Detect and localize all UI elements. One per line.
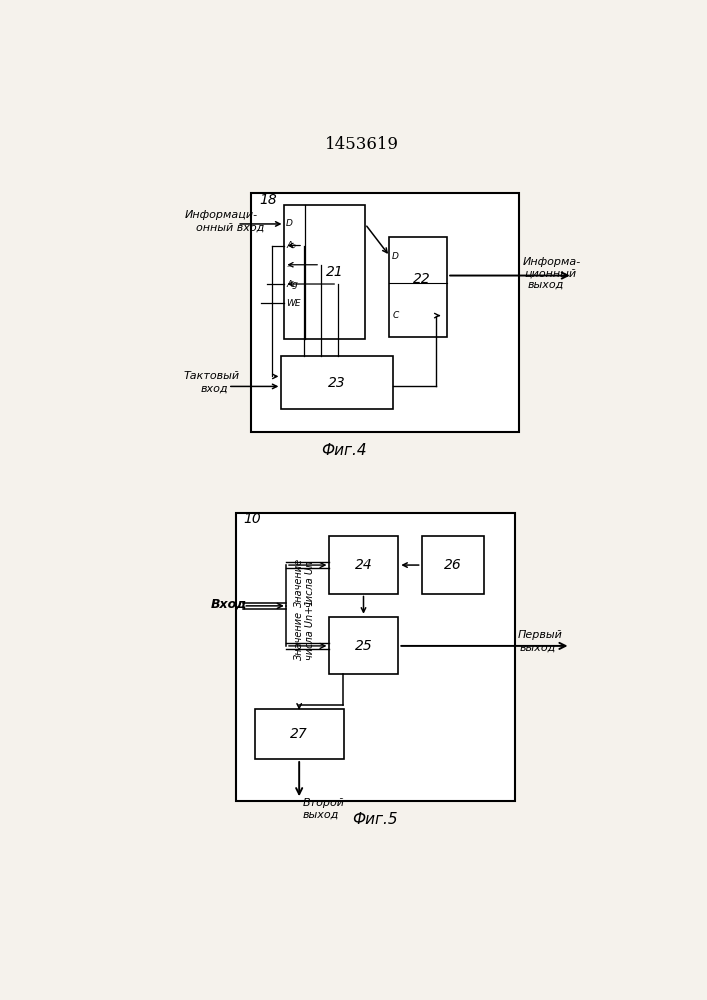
- Text: Информа-: Информа-: [522, 257, 580, 267]
- Text: 1453619: 1453619: [325, 136, 399, 153]
- Text: A₀: A₀: [286, 241, 296, 250]
- Text: Значение
числа Un: Значение числа Un: [293, 557, 315, 607]
- Text: Первый: Первый: [518, 630, 563, 640]
- Bar: [251, 193, 518, 432]
- Text: WE: WE: [286, 299, 300, 308]
- Text: Информаци-: Информаци-: [185, 210, 257, 220]
- Text: ционный: ционный: [525, 268, 577, 278]
- Text: Значение
числа Un+1: Значение числа Un+1: [293, 599, 315, 660]
- Text: 27: 27: [291, 727, 308, 741]
- Text: онный вход: онный вход: [196, 223, 264, 233]
- Text: выход: выход: [520, 642, 556, 652]
- Text: выход: выход: [528, 280, 564, 290]
- Text: Тактовый: Тактовый: [184, 371, 240, 381]
- Bar: [421, 536, 484, 594]
- Text: Второй: Второй: [303, 798, 345, 808]
- Text: Ag: Ag: [286, 280, 298, 289]
- Text: Фиг.4: Фиг.4: [321, 443, 367, 458]
- Text: 24: 24: [355, 558, 373, 572]
- Bar: [284, 205, 365, 339]
- Text: Вход: Вход: [211, 598, 247, 611]
- Text: 21: 21: [326, 265, 344, 279]
- Text: выход: выход: [303, 810, 339, 820]
- Text: 26: 26: [444, 558, 462, 572]
- Bar: [255, 709, 344, 759]
- Bar: [235, 513, 515, 801]
- Text: вход: вход: [201, 384, 228, 394]
- Text: 18: 18: [259, 193, 276, 207]
- Bar: [389, 237, 448, 337]
- Text: 23: 23: [327, 376, 345, 390]
- Text: 22: 22: [413, 272, 431, 286]
- Text: D: D: [286, 219, 293, 228]
- Bar: [329, 536, 398, 594]
- Text: D: D: [392, 252, 399, 261]
- Text: C: C: [392, 311, 399, 320]
- Text: Фиг.5: Фиг.5: [352, 812, 398, 827]
- Text: 10: 10: [243, 512, 261, 526]
- Bar: [281, 356, 393, 409]
- Bar: [329, 617, 398, 674]
- Text: 25: 25: [355, 639, 373, 653]
- Text: ...: ...: [286, 260, 295, 269]
